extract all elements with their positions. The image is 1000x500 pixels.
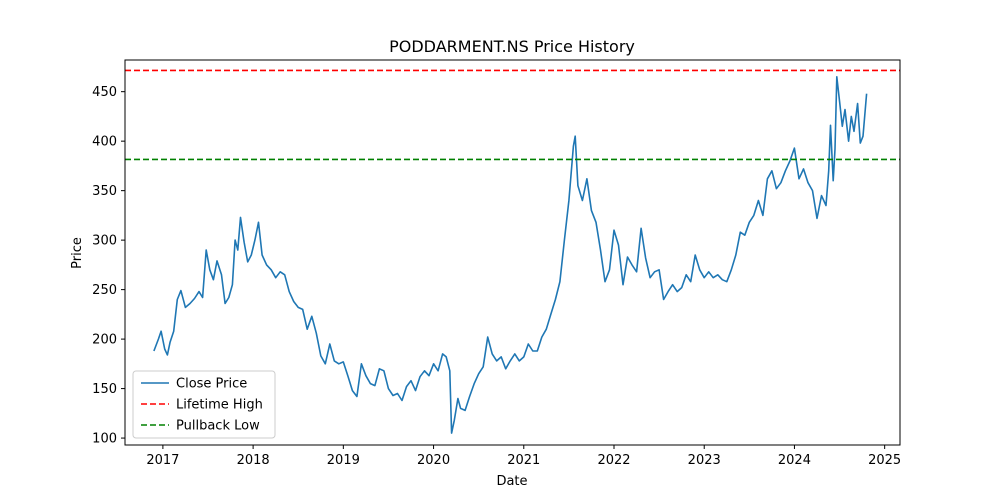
- legend-label-lifetime-high: Lifetime High: [176, 398, 263, 413]
- x-axis-label: Date: [496, 474, 527, 489]
- y-tick-label: 100: [92, 432, 117, 447]
- plot-area: [124, 59, 901, 446]
- y-tick-label: 200: [92, 333, 117, 348]
- y-tick-label: 250: [92, 283, 117, 298]
- x-tick-label: 2021: [507, 453, 540, 468]
- y-tick-label: 150: [92, 382, 117, 397]
- x-tick-label: 2022: [597, 453, 630, 468]
- x-tick-label: 2023: [688, 453, 721, 468]
- x-tick-label: 2018: [237, 453, 270, 468]
- y-tick-label: 350: [92, 184, 117, 199]
- y-tick-label: 400: [92, 135, 117, 150]
- x-tick-label: 2019: [327, 453, 360, 468]
- legend-label-close-price: Close Price: [176, 377, 247, 392]
- plot-frame: [124, 59, 901, 446]
- x-tick-label: 2017: [146, 453, 179, 468]
- y-axis-label: Price: [70, 237, 85, 269]
- series-line-close-price: [153, 76, 868, 434]
- x-tick-label: 2025: [868, 453, 901, 468]
- x-tick-label: 2024: [778, 453, 811, 468]
- chart-title: PODDARMENT.NS Price History: [389, 37, 635, 56]
- y-axis: 100 150 200 250 300 350 400 450: [92, 85, 125, 447]
- legend: Close Price Lifetime High Pullback Low: [132, 370, 276, 439]
- x-tick-label: 2020: [417, 453, 450, 468]
- legend-label-pullback-low: Pullback Low: [176, 419, 260, 434]
- x-axis: 2017 2018 2019 2020 2021 2022 2023 2024 2025: [146, 445, 901, 468]
- y-tick-label: 450: [92, 85, 117, 100]
- legend-box: [132, 370, 276, 439]
- y-tick-label: 300: [92, 234, 117, 249]
